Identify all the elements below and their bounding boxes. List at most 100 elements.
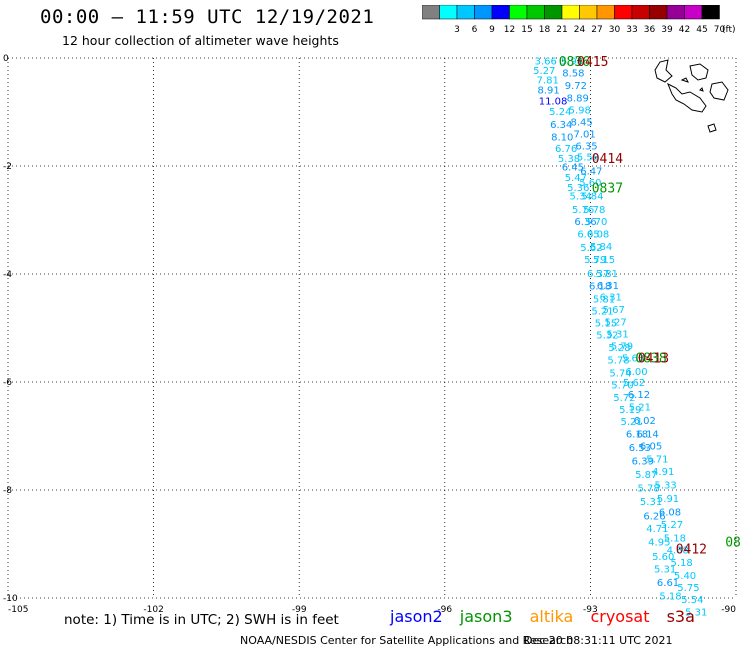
wave-height-value: 5.27: [661, 520, 683, 531]
colorbar-label: 42: [679, 25, 690, 35]
wave-height-value: 4.88: [667, 545, 689, 556]
wave-height-value: 5.38: [558, 154, 580, 165]
wave-height-value: 5.47: [565, 173, 587, 184]
wave-height-value: 5.70: [611, 381, 633, 392]
wave-height-value: 5.63: [622, 354, 644, 365]
wave-height-value: 5.75: [677, 583, 699, 594]
wave-height-value: 4.71: [646, 524, 668, 535]
wave-height-value: 5.15: [595, 319, 617, 330]
wave-height-value: 5.81: [593, 294, 615, 305]
wave-height-value: 5.78: [607, 355, 629, 366]
wave-height-value: 5.54: [681, 595, 703, 606]
wave-height-value: 5.98: [561, 57, 583, 68]
wave-height-value: 5.78: [583, 205, 605, 216]
wave-height-value: 6.39: [632, 456, 654, 467]
wave-height-value: 5.60: [579, 178, 601, 189]
pass-time-label: 0836: [559, 55, 590, 70]
colorbar-label: 15: [521, 25, 532, 35]
legend-cryosat: cryosat: [590, 607, 650, 626]
wave-height-value: 5.98: [569, 105, 591, 116]
wave-height-value: 5.62: [623, 378, 645, 389]
note-text: note: 1) Time is in UTC; 2) SWH is in fe…: [64, 612, 339, 628]
colorbar-label: 12: [504, 25, 515, 35]
colorbar-label: 18: [539, 25, 551, 35]
wave-height-value: 6.53: [629, 443, 651, 454]
pass-time-label: 0837: [592, 182, 623, 197]
wave-height-value: 8.58: [562, 69, 584, 80]
wave-height-value: 6.02: [634, 416, 656, 427]
wave-height-value: 5.87: [635, 470, 657, 481]
wave-height-value: 5.21: [591, 307, 613, 318]
wave-height-value: 6.45: [562, 163, 584, 174]
galapagos-islands: [654, 59, 729, 133]
wave-height-value: 6.37: [587, 269, 609, 280]
colorbar-label: 27: [591, 25, 602, 35]
wave-height-value: 8.89: [567, 93, 589, 104]
wave-height-value: 5.40: [674, 571, 696, 582]
x-tick-label: -90: [721, 605, 736, 615]
wave-height-value: 6.35: [575, 141, 597, 152]
pass-time-label: 0838: [635, 352, 666, 367]
wave-height-value: 5.79: [611, 341, 633, 352]
y-tick-label: -2: [3, 162, 12, 172]
wave-height-value: 3.66: [535, 57, 557, 68]
wave-height-value: 5.31: [640, 497, 662, 508]
y-tick-label: -10: [3, 594, 18, 604]
wave-height-value: 5.31: [654, 564, 676, 575]
colorbar-label: 70: [714, 25, 726, 35]
wave-height-value: 5.21: [621, 417, 643, 428]
pass-time-label: 0414: [592, 152, 623, 167]
wave-height-value: 6.26: [643, 511, 665, 522]
wave-height-value: 6.00: [625, 367, 647, 378]
wave-height-value: 5.18: [671, 558, 693, 569]
wave-height-value: 6.31: [600, 293, 622, 304]
wave-height-value: 5.31: [606, 329, 628, 340]
wave-height-value: 5.21: [629, 402, 651, 413]
wave-height-value: 7.81: [537, 76, 559, 87]
y-tick-label: -8: [3, 486, 12, 496]
footer-timestamp: Dec 20 08:31:11 UTC 2021: [524, 634, 673, 647]
wave-height-value: 5.91: [657, 494, 679, 505]
wave-height-value: 8.91: [538, 85, 560, 96]
satellite-legend: jason2 jason3 altika cryosat s3a: [390, 607, 707, 626]
pass-time-label: 0413: [638, 352, 669, 367]
colorbar-label: 6: [472, 25, 478, 35]
colorbar-unit: (ft): [722, 25, 736, 35]
wave-height-value: 4.95: [648, 537, 670, 548]
wave-height-value: 6.08: [587, 230, 609, 241]
wave-height-value: 6.76: [555, 144, 577, 155]
wave-height-value: 5.62: [580, 243, 602, 254]
y-tick-label: -4: [3, 270, 12, 280]
colorbar-cell: [701, 5, 720, 20]
wave-height-value: 4.91: [652, 467, 674, 478]
wave-height-value: 5.34: [570, 192, 592, 203]
wave-height-value: 7.01: [573, 130, 595, 141]
map-axes: -105 -102 -99 -96 -93 -90 0 -2 -4 -6 -8 -10: [3, 54, 736, 615]
wave-height-value: 5.36: [567, 183, 589, 194]
wave-height-value: 5.71: [646, 455, 668, 466]
wave-height-value: 6.31: [597, 281, 619, 292]
wave-height-value: 5.60: [652, 552, 674, 563]
wave-height-value: 6.08: [659, 508, 681, 519]
wave-height-value: 6.05: [640, 442, 662, 453]
wave-height-value: 5.76: [572, 205, 594, 216]
wave-height-value: 5.67: [603, 305, 625, 316]
legend-jason3: jason3: [459, 607, 513, 626]
pass-time-label: 0839: [725, 535, 740, 550]
wave-height-value: 5.15: [593, 255, 615, 266]
y-tick-label: -6: [3, 378, 12, 388]
wave-height-value: 8.10: [551, 132, 573, 143]
x-tick-label: -105: [8, 605, 28, 615]
wave-height-value: 5.84: [581, 192, 603, 203]
x-tick-label: -93: [583, 605, 598, 615]
wave-height-value: 6.14: [637, 429, 659, 440]
colorbar-label: 3: [454, 25, 460, 35]
wave-height-value: 5.58: [577, 152, 599, 163]
x-tick-label: -96: [437, 605, 452, 615]
colorbar-label: 24: [574, 25, 586, 35]
wave-height-value: 5.81: [596, 269, 618, 280]
wave-height-value: 5.31: [685, 608, 707, 619]
colorbar-label: 33: [626, 25, 637, 35]
